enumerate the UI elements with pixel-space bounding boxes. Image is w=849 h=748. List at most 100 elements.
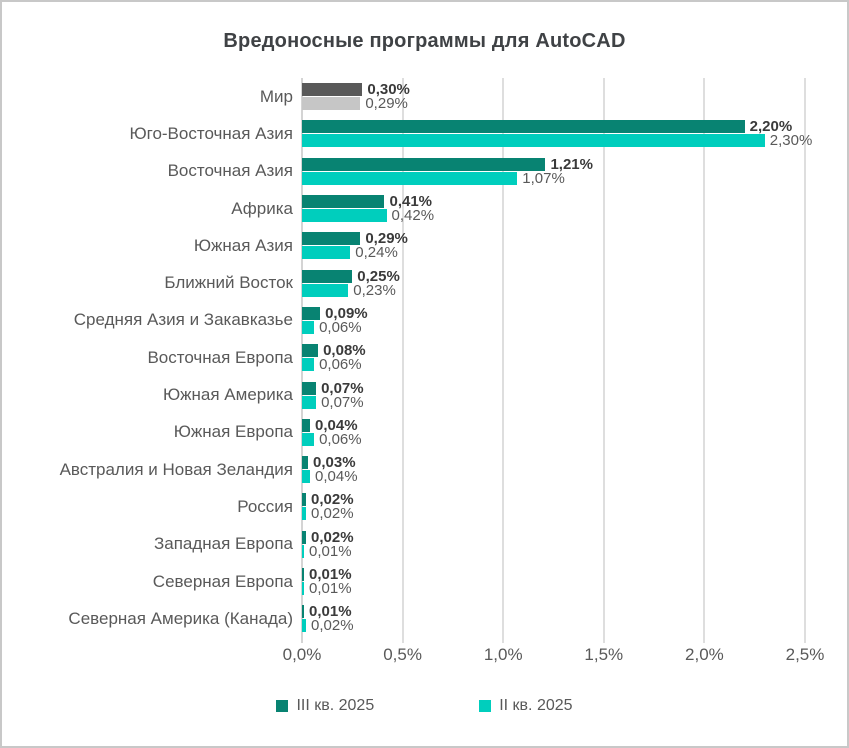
- chart-row: Южная Америка 0,07% 0,07%: [2, 376, 847, 413]
- value-label: 0,29%: [365, 95, 408, 113]
- bar-line: 0,29%: [302, 231, 805, 246]
- row-plot: 0,02% 0,01%: [302, 528, 805, 560]
- category-label: Южная Азия: [193, 235, 293, 255]
- category-label: Ближний Восток: [164, 273, 293, 293]
- bar-line: 0,08%: [302, 342, 805, 360]
- bar-q3-2025: [302, 381, 317, 395]
- x-tick-label: 2,0%: [685, 645, 724, 665]
- chart-row: Мир 0,30% 0,29%: [2, 78, 847, 115]
- row-plot: 0,25% 0,23%: [302, 267, 805, 299]
- bar-line: 0,42%: [302, 208, 805, 223]
- bar-line: 0,02%: [302, 506, 805, 521]
- bar-line: 0,01%: [302, 542, 805, 560]
- bar-line: 0,02%: [302, 492, 805, 507]
- chart-row: Южная Азия 0,29% 0,24%: [2, 227, 847, 264]
- bar-q3-2025: [302, 530, 307, 544]
- bar-q2-2025: [302, 209, 387, 223]
- legend-label: II кв. 2025: [499, 697, 573, 715]
- bar-rows: Мир 0,30% 0,29% Юго-Восточная Азия 2,20% 2,30…: [2, 78, 847, 637]
- bar-line: 0,07%: [302, 381, 805, 396]
- value-label: 0,23%: [353, 281, 396, 299]
- legend-item: III кв. 2025: [276, 697, 374, 715]
- row-plot: 1,21% 1,07%: [302, 155, 805, 187]
- value-label: 0,04%: [315, 416, 358, 434]
- value-label: 0,08%: [323, 342, 366, 360]
- value-label: 0,02%: [311, 528, 354, 546]
- bar-line: 0,25%: [302, 267, 805, 285]
- category-label: Россия: [237, 496, 293, 516]
- bar-q3-2025: [302, 418, 311, 432]
- legend-swatch-icon: [276, 700, 289, 713]
- bar-q2-2025: [302, 358, 315, 372]
- value-label: 0,24%: [355, 244, 398, 262]
- category-label: Восточная Азия: [167, 161, 293, 181]
- chart-title: Вредоносные программы для AutoCAD: [223, 30, 626, 52]
- legend-item: II кв. 2025: [479, 697, 573, 715]
- bar-line: 2,30%: [302, 133, 812, 148]
- bar-q3-2025: [302, 120, 745, 134]
- value-label: 1,21%: [550, 155, 593, 173]
- value-label: 1,07%: [522, 169, 565, 187]
- value-label: 0,02%: [311, 617, 354, 635]
- bar-line: 0,03%: [302, 455, 805, 470]
- row-plot: 0,30% 0,29%: [302, 82, 805, 113]
- bar-q3-2025: [302, 493, 307, 507]
- value-label: 0,04%: [315, 468, 358, 486]
- x-tick-label: 0,0%: [282, 645, 322, 665]
- row-plot: 0,41% 0,42%: [302, 194, 805, 223]
- bar-q3-2025: [302, 157, 546, 171]
- value-label: 0,06%: [319, 318, 362, 336]
- bar-line: 0,41%: [302, 194, 805, 209]
- grid-line: [401, 78, 404, 644]
- bar-line: 0,01%: [302, 567, 805, 582]
- x-tick-label: 1,0%: [483, 645, 523, 665]
- chart-row: Восточная Азия 1,21% 1,07%: [2, 153, 847, 190]
- bar-q2-2025: [302, 395, 317, 409]
- chart-row: Россия 0,02% 0,02%: [2, 488, 847, 525]
- category-label: Юго-Восточная Азия: [129, 123, 293, 143]
- bar-line: 0,06%: [302, 432, 805, 447]
- bar-line: 0,24%: [302, 244, 805, 262]
- bar-line: 1,21%: [302, 155, 805, 173]
- bar-line: 0,23%: [302, 281, 805, 299]
- x-tick-label: 2,5%: [785, 645, 825, 665]
- bar-q3-2025: [302, 306, 321, 320]
- category-label: Южная Европа: [173, 422, 293, 442]
- bar-line: 0,29%: [302, 95, 805, 113]
- x-axis: 0,0% 0,5% 1,0% 1,5% 2,0% 2,5%: [283, 643, 825, 667]
- bar-q2-2025: [302, 283, 349, 297]
- row-plot: 0,02% 0,02%: [302, 492, 805, 521]
- row-plot: 0,29% 0,24%: [302, 231, 805, 262]
- value-label: 0,01%: [309, 603, 352, 621]
- chart-row: Южная Европа 0,04% 0,06%: [2, 414, 847, 451]
- value-label: 2,30%: [769, 132, 813, 150]
- chart-plot-area: Мир 0,30% 0,29% Юго-Восточная Азия 2,20% 2,30…: [2, 78, 847, 644]
- chart-row: Юго-Восточная Азия 2,20% 2,30%: [2, 115, 847, 152]
- bar-q2-2025: [302, 134, 765, 148]
- value-label: 0,01%: [309, 542, 352, 560]
- chart-row: Средняя Азия и Закавказье 0,09% 0,06%: [2, 302, 847, 339]
- chart-row: Австралия и Новая Зеландия 0,03% 0,04%: [2, 451, 847, 488]
- grid-line: [804, 78, 806, 644]
- bar-q3-2025: [302, 344, 319, 358]
- category-label: Австралия и Новая Зеландия: [59, 459, 293, 479]
- row-plot: 0,03% 0,04%: [302, 455, 805, 486]
- bar-q3-2025: [302, 195, 385, 209]
- category-label: Южная Америка: [162, 385, 293, 405]
- grid-line: [703, 78, 706, 644]
- grid-line: [602, 78, 605, 644]
- bar-q2-2025: [302, 97, 361, 111]
- category-label: Средняя Азия и Закавказье: [73, 310, 293, 330]
- value-label: 0,25%: [357, 267, 400, 285]
- bar-q3-2025: [302, 568, 304, 581]
- bar-line: 0,04%: [302, 416, 805, 434]
- row-plot: 2,20% 2,30%: [302, 119, 812, 148]
- category-label: Мир: [259, 86, 293, 106]
- bar-line: 0,06%: [302, 318, 805, 336]
- value-label: 0,09%: [325, 304, 368, 322]
- chart-row: Ближний Восток 0,25% 0,23%: [2, 264, 847, 301]
- row-plot: 0,04% 0,06%: [302, 416, 805, 447]
- legend-swatch-icon: [479, 700, 492, 713]
- bar-q2-2025: [302, 320, 315, 334]
- bar-q2-2025: [302, 507, 307, 521]
